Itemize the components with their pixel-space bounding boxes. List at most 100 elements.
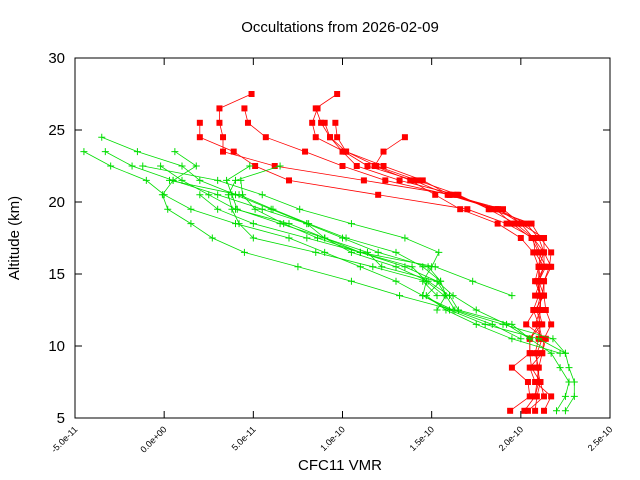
data-point [539, 335, 546, 342]
data-point [532, 407, 539, 414]
data-point [542, 307, 549, 313]
data-point [216, 119, 223, 126]
data-point [561, 392, 569, 400]
y-tick-label: 10 [48, 338, 65, 355]
data-point [541, 393, 548, 400]
data-point [541, 278, 548, 285]
data-point [164, 205, 172, 213]
y-tick-label: 15 [48, 266, 65, 283]
data-point [565, 364, 573, 372]
profile-line [199, 122, 545, 339]
data-point [533, 307, 540, 313]
data-point [343, 148, 350, 155]
data-point [214, 176, 222, 184]
data-point [334, 134, 341, 141]
y-tick-label: 5 [57, 410, 65, 427]
data-point [524, 379, 531, 385]
data-point [530, 249, 537, 256]
data-point [187, 205, 195, 213]
data-point [408, 263, 416, 271]
data-point [410, 177, 417, 184]
data-point [432, 191, 439, 198]
data-point [392, 248, 400, 256]
data-point [541, 263, 548, 270]
data-point [535, 364, 542, 371]
data-point [232, 176, 239, 184]
data-point [523, 321, 530, 328]
data-point [294, 263, 302, 271]
data-point [508, 364, 515, 371]
data-point [312, 134, 319, 141]
data-point [512, 220, 519, 227]
data-point [334, 91, 341, 97]
data-point [517, 235, 524, 241]
data-point [178, 162, 186, 170]
data-point [508, 220, 515, 227]
data-point [205, 191, 213, 199]
data-point [233, 205, 241, 213]
data-point [139, 162, 147, 170]
data-point [541, 235, 548, 241]
data-point [396, 292, 404, 300]
data-point [327, 134, 334, 141]
profile-line [219, 93, 545, 411]
data-point [356, 248, 364, 256]
data-point [269, 205, 277, 213]
data-point [457, 206, 464, 213]
data-point [548, 249, 555, 256]
profile-line [227, 165, 445, 296]
data-point [419, 292, 427, 300]
x-tick-label: 1.0e-10 [318, 424, 347, 453]
data-point [472, 306, 480, 314]
data-point [553, 407, 560, 415]
data-point [433, 277, 441, 285]
data-point [271, 163, 278, 169]
data-point [532, 393, 539, 400]
data-point [196, 191, 204, 199]
data-point [157, 162, 165, 170]
data-point [249, 220, 257, 228]
data-point [101, 148, 109, 156]
data-point [528, 220, 535, 227]
y-axis-label: Altitude (km) [6, 196, 23, 280]
x-tick-label: 1.5e-10 [407, 424, 436, 453]
data-point [500, 206, 506, 213]
data-point [541, 407, 548, 414]
data-point [449, 306, 457, 314]
data-point [537, 379, 544, 385]
data-point [537, 292, 544, 299]
data-point [485, 206, 492, 213]
data-point [356, 263, 364, 271]
data-point [196, 176, 204, 184]
data-point [252, 163, 259, 169]
data-point [235, 220, 243, 228]
profile-line [199, 194, 513, 296]
data-point [407, 177, 414, 184]
data-point [187, 220, 195, 228]
data-point [464, 206, 471, 213]
profile-line [161, 151, 521, 340]
data-point [508, 335, 516, 343]
data-point [546, 263, 553, 270]
data-point [220, 148, 227, 155]
y-tick-label: 30 [48, 50, 65, 67]
data-point [230, 148, 237, 155]
data-point [378, 263, 386, 271]
data-point [369, 263, 377, 271]
data-point [561, 407, 569, 415]
data-point [246, 162, 254, 170]
data-point [494, 220, 501, 227]
data-point [321, 234, 329, 242]
data-point [532, 350, 539, 357]
data-point [526, 364, 533, 371]
data-point [535, 335, 543, 343]
data-point [353, 163, 360, 169]
data-point [363, 248, 371, 256]
data-layer [80, 91, 578, 415]
y-tick-label: 25 [48, 122, 65, 139]
data-point [158, 191, 166, 199]
data-point [414, 177, 421, 184]
data-point [382, 177, 389, 184]
data-point [419, 277, 427, 285]
